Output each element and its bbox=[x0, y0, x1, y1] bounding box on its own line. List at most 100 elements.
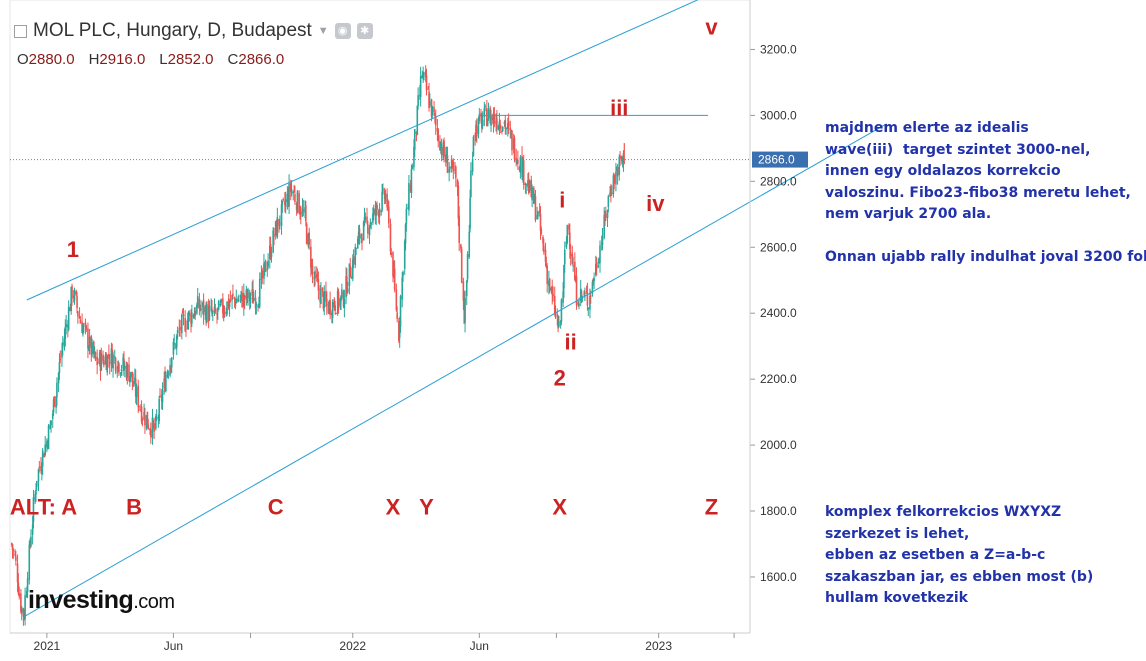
candle-body bbox=[139, 409, 142, 411]
candle-body bbox=[123, 358, 125, 369]
candle-body bbox=[97, 362, 99, 364]
close-value: 2866.0 bbox=[238, 51, 285, 68]
y-tick-label: 2400.0 bbox=[760, 306, 797, 320]
candle-body bbox=[179, 327, 181, 330]
candle-body bbox=[621, 160, 624, 163]
eye-icon[interactable]: ◉ bbox=[334, 23, 351, 39]
candle-body bbox=[282, 199, 285, 201]
wave-label: C bbox=[268, 494, 284, 519]
candle-body bbox=[430, 99, 433, 117]
candle-body bbox=[118, 363, 120, 373]
candle-body bbox=[70, 286, 72, 311]
candle-body bbox=[360, 234, 362, 239]
candle-body bbox=[563, 249, 566, 265]
candle-body bbox=[550, 287, 553, 291]
channel-upper-line[interactable] bbox=[26, 0, 705, 301]
candle-body bbox=[551, 287, 554, 295]
candle-body bbox=[393, 270, 395, 277]
candle-body bbox=[93, 341, 95, 355]
investing-logo: investing.com bbox=[28, 586, 175, 614]
candle-body bbox=[194, 310, 197, 316]
candle-body bbox=[443, 141, 445, 157]
candle-body bbox=[407, 207, 409, 209]
candle-body bbox=[158, 398, 160, 422]
candle-body bbox=[59, 359, 62, 361]
candle-body bbox=[305, 223, 308, 244]
candle-body bbox=[419, 94, 421, 96]
candle-body bbox=[252, 289, 254, 304]
chevron-down-icon[interactable]: ▼ bbox=[317, 25, 329, 37]
candle-body bbox=[351, 276, 353, 280]
candle-body bbox=[434, 113, 436, 116]
candle-body bbox=[246, 291, 248, 300]
candle-body bbox=[32, 497, 35, 523]
candle-body bbox=[128, 364, 130, 381]
wave-label: v bbox=[705, 15, 718, 40]
low-value: 2852.0 bbox=[167, 51, 214, 68]
open-value: 2880.0 bbox=[28, 51, 75, 68]
symbol-square-icon bbox=[14, 24, 27, 38]
candle-body bbox=[56, 382, 58, 398]
candle-body bbox=[11, 544, 14, 550]
candle-body bbox=[25, 591, 28, 597]
candle-body bbox=[351, 259, 354, 279]
candle-body bbox=[172, 342, 175, 355]
high-value: 2916.0 bbox=[99, 51, 146, 68]
candle-body bbox=[293, 190, 295, 193]
candle-body bbox=[399, 296, 402, 327]
candle-body bbox=[140, 406, 143, 422]
candle-body bbox=[16, 563, 19, 583]
candle-body bbox=[565, 241, 568, 248]
candle-body bbox=[85, 325, 88, 330]
candle-body bbox=[147, 424, 150, 429]
candle-body bbox=[404, 224, 407, 244]
candle-body bbox=[198, 298, 201, 309]
candle-body bbox=[417, 95, 419, 107]
candle-body bbox=[553, 296, 556, 315]
candle-body bbox=[182, 314, 185, 317]
candle-body bbox=[362, 221, 365, 241]
candle-body bbox=[175, 343, 177, 349]
candle-body bbox=[163, 378, 166, 389]
channel-lower-line[interactable] bbox=[23, 213, 729, 617]
candle-body bbox=[615, 169, 618, 172]
candle-body bbox=[589, 295, 591, 310]
candle-body bbox=[55, 396, 57, 408]
candle-body bbox=[342, 291, 345, 307]
candle-body bbox=[284, 199, 287, 207]
candle-body bbox=[382, 188, 384, 191]
last-price-tag bbox=[752, 151, 808, 168]
candle-body bbox=[257, 305, 259, 307]
candle-body bbox=[304, 207, 306, 213]
candle-body bbox=[429, 101, 431, 107]
candle-body bbox=[294, 194, 296, 203]
candle-body bbox=[619, 155, 621, 160]
candle-body bbox=[600, 243, 603, 245]
candle-body bbox=[548, 278, 551, 291]
candle-body bbox=[577, 302, 579, 306]
candle-body bbox=[376, 204, 378, 210]
gear-icon[interactable]: ✱ bbox=[356, 23, 373, 39]
candle-body bbox=[17, 582, 20, 594]
y-tick-label: 2000.0 bbox=[760, 438, 797, 452]
candle-body bbox=[511, 130, 513, 151]
candle-body bbox=[348, 263, 351, 287]
chart-title-bar[interactable]: MOL PLC, Hungary, D, Budapest ▼ ◉ ✱ bbox=[14, 20, 373, 42]
candle-body bbox=[544, 249, 547, 262]
candle-body bbox=[278, 219, 280, 227]
candle-body bbox=[90, 336, 93, 355]
candle-body bbox=[315, 274, 318, 278]
candle-body bbox=[49, 424, 52, 429]
candle-body bbox=[91, 342, 93, 355]
candle-body bbox=[562, 291, 564, 303]
candle-body bbox=[363, 216, 366, 223]
candle-body bbox=[490, 115, 492, 126]
candle-body bbox=[477, 118, 480, 134]
candle-body bbox=[63, 338, 66, 346]
candle-body bbox=[202, 299, 205, 316]
wave-label: ii bbox=[565, 329, 577, 354]
candle-body bbox=[217, 307, 219, 312]
candle-body bbox=[46, 442, 49, 447]
candle-body bbox=[36, 480, 38, 487]
